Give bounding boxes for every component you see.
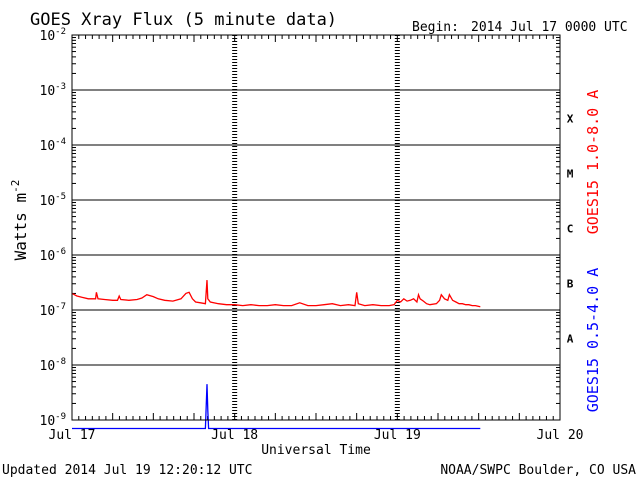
y-tick-label-1e-4: 10-4 xyxy=(40,137,67,154)
series-layer xyxy=(71,280,481,430)
legend-series-blue: GOES15 0.5-4.0 A xyxy=(584,268,602,413)
x-tick-label-3: Jul 20 xyxy=(537,428,584,443)
y-axis-label: Watts m-2 xyxy=(9,180,30,261)
flare-class-X: X xyxy=(567,113,574,126)
x-tick-label-2: Jul 19 xyxy=(374,428,421,443)
series-line-1 xyxy=(72,384,481,430)
y-tick-label-1e-3: 10-3 xyxy=(40,82,67,99)
credit-text: NOAA/SWPC Boulder, CO USA xyxy=(440,463,636,478)
y-tick-label-1e-9: 10-9 xyxy=(40,412,67,429)
x-axis-label: Universal Time xyxy=(261,443,371,458)
flare-class-A: A xyxy=(567,333,574,346)
flare-class-C: C xyxy=(567,223,574,236)
y-axis-label-base: Watts m xyxy=(11,193,30,260)
updated-timestamp: Updated 2014 Jul 19 12:20:12 UTC xyxy=(2,463,252,478)
y-tick-label-1e-2: 10-2 xyxy=(40,27,67,44)
grid-layer xyxy=(72,89,560,366)
series-line-0 xyxy=(71,280,481,308)
y-tick-label-1e-6: 10-6 xyxy=(40,247,67,264)
chart-title: GOES Xray Flux (5 minute data) xyxy=(30,10,337,30)
tick-layer: 10-9 10-8 10-7 10-6 10-5 10-4 10-3 10-2 Jul 17 Ju… xyxy=(40,27,584,443)
flare-class-B: B xyxy=(567,278,574,291)
x-tick-label-0: Jul 17 xyxy=(49,428,96,443)
begin-label: Begin: xyxy=(412,20,459,35)
begin-value: 2014 Jul 17 0000 UTC xyxy=(471,20,628,35)
x-tick-label-1: Jul 18 xyxy=(211,428,258,443)
y-axis-label-exp: -2 xyxy=(9,180,22,193)
plot-frame xyxy=(71,34,561,421)
y-tick-label-1e-7: 10-7 xyxy=(40,302,67,319)
flare-class-M: M xyxy=(567,168,574,181)
y-tick-label-1e-8: 10-8 xyxy=(40,357,67,374)
y-tick-label-1e-5: 10-5 xyxy=(40,192,67,209)
legend-series-red: GOES15 1.0-8.0 A xyxy=(584,90,602,235)
svg-text:Watts m-2: Watts m-2 xyxy=(9,180,30,261)
